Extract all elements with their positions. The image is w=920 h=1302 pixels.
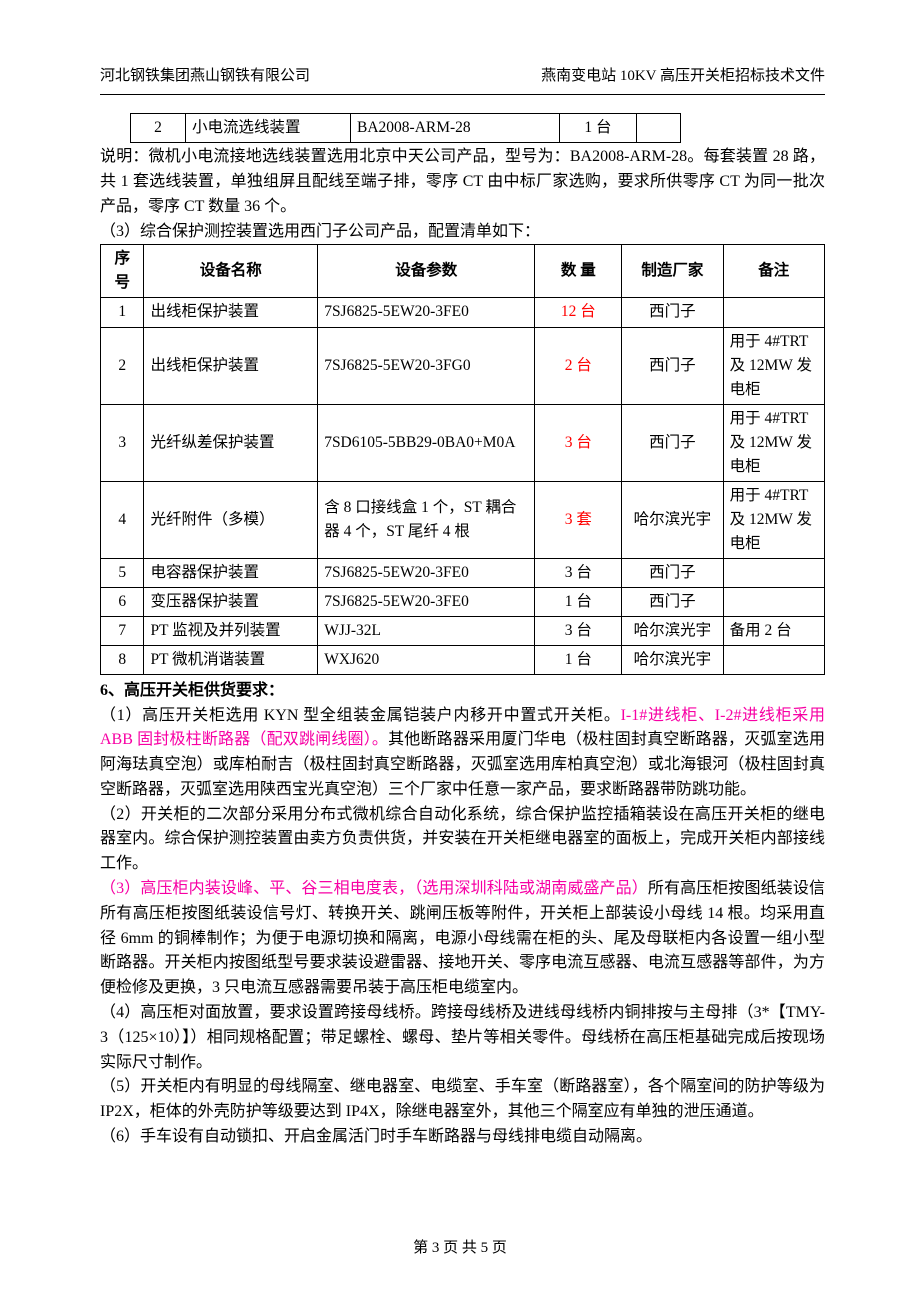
table-small-current: 2 小电流选线装置 BA2008-ARM-28 1 台: [130, 113, 681, 143]
table-row: 1出线柜保护装置7SJ6825-5EW20-3FE012 台西门子: [101, 298, 825, 327]
cell-param: WJJ-32L: [318, 616, 535, 645]
cell-maker: 哈尔滨光宇: [622, 481, 723, 558]
cell-name: 变压器保护装置: [144, 587, 318, 616]
th-qty: 数 量: [535, 245, 622, 298]
cell-qty: 12 台: [535, 298, 622, 327]
table-header-row: 序号 设备名称 设备参数 数 量 制造厂家 备注: [101, 245, 825, 298]
cell-maker: 哈尔滨光宇: [622, 616, 723, 645]
cell-qty: 1 台: [535, 587, 622, 616]
table-row: 4光纤附件（多模）含 8 口接线盒 1 个，ST 耦合器 4 个，ST 尾纤 4…: [101, 481, 825, 558]
page-container: 河北钢铁集团燕山钢铁有限公司 燕南变电站 10KV 高压开关柜招标技术文件 2 …: [0, 0, 920, 1302]
cell-note: [723, 587, 824, 616]
cell-no: 6: [101, 587, 144, 616]
cell-no: 2: [131, 114, 186, 143]
cell-name: PT 微机消谐装置: [144, 645, 318, 674]
cell-note: [723, 558, 824, 587]
cell-qty: 1 台: [560, 114, 637, 143]
cell-qty: 1 台: [535, 645, 622, 674]
cell-param: WXJ620: [318, 645, 535, 674]
para-6-1: （1）高压开关柜选用 KYN 型全组装金属铠装户内移开中置式开关柜。I-1#进线…: [100, 704, 825, 803]
cell-param: 7SJ6825-5EW20-3FE0: [318, 298, 535, 327]
cell-maker: 西门子: [622, 404, 723, 481]
para-6-3: （3）高压柜内装设峰、平、谷三相电度表，（选用深圳科陆或湖南威盛产品）所有高压柜…: [100, 877, 825, 1001]
para-6-6: （6）手车设有自动锁扣、开启金属活门时手车断路器与母线排电缆自动隔离。: [100, 1125, 825, 1150]
cell-maker: 西门子: [622, 298, 723, 327]
p6-1-a: （1）高压开关柜选用 KYN 型全组装金属铠装户内移开中置式开关柜。: [100, 707, 621, 724]
cell-maker: 西门子: [622, 558, 723, 587]
cell-note: [723, 645, 824, 674]
cell-param: 7SD6105-5BB29-0BA0+M0A: [318, 404, 535, 481]
para-6-2: （2）开关柜的二次部分采用分布式微机综合自动化系统，综合保护监控插箱装设在高压开…: [100, 803, 825, 877]
table-protection-devices: 序号 设备名称 设备参数 数 量 制造厂家 备注 1出线柜保护装置7SJ6825…: [100, 244, 825, 674]
cell-name: 小电流选线装置: [186, 114, 351, 143]
explain-paragraph: 说明：微机小电流接地选线装置选用北京中天公司产品，型号为：BA2008-ARM-…: [100, 145, 825, 219]
table-row: 2 小电流选线装置 BA2008-ARM-28 1 台: [131, 114, 681, 143]
th-name: 设备名称: [144, 245, 318, 298]
cell-maker: 西门子: [622, 587, 723, 616]
header-left: 河北钢铁集团燕山钢铁有限公司: [100, 65, 310, 88]
th-param: 设备参数: [318, 245, 535, 298]
cell-note: 用于 4#TRT及 12MW 发电柜: [723, 481, 824, 558]
cell-maker: 西门子: [622, 327, 723, 404]
table-row: 2出线柜保护装置7SJ6825-5EW20-3FG02 台西门子用于 4#TRT…: [101, 327, 825, 404]
table-row: 3光纤纵差保护装置7SD6105-5BB29-0BA0+M0A3 台西门子用于 …: [101, 404, 825, 481]
cell-no: 3: [101, 404, 144, 481]
section6-title: 6、高压开关柜供货要求：: [100, 679, 825, 704]
cell-maker: 哈尔滨光宇: [622, 645, 723, 674]
cell-name: PT 监视及并列装置: [144, 616, 318, 645]
cell-note: [723, 298, 824, 327]
cell-note: [637, 114, 681, 143]
th-note: 备注: [723, 245, 824, 298]
cell-no: 1: [101, 298, 144, 327]
cell-param: 含 8 口接线盒 1 个，ST 耦合器 4 个，ST 尾纤 4 根: [318, 481, 535, 558]
table-row: 5电容器保护装置7SJ6825-5EW20-3FE03 台西门子: [101, 558, 825, 587]
cell-qty: 3 台: [535, 404, 622, 481]
p6-3-pink: （3）高压柜内装设峰、平、谷三相电度表，（选用深圳科陆或湖南威盛产品）: [100, 880, 648, 897]
cell-param: 7SJ6825-5EW20-3FE0: [318, 558, 535, 587]
para-6-5: （5）开关柜内有明显的母线隔室、继电器室、电缆室、手车室（断路器室），各个隔室间…: [100, 1075, 825, 1125]
th-maker: 制造厂家: [622, 245, 723, 298]
cell-name: 电容器保护装置: [144, 558, 318, 587]
cell-param: 7SJ6825-5EW20-3FG0: [318, 327, 535, 404]
para-6-4: （4）高压柜对面放置，要求设置跨接母线桥。跨接母线桥及进线母线桥内铜排按与主母排…: [100, 1001, 825, 1075]
th-no: 序号: [101, 245, 144, 298]
cell-no: 2: [101, 327, 144, 404]
cell-model: BA2008-ARM-28: [351, 114, 560, 143]
page-footer: 第 3 页 共 5 页: [0, 1237, 920, 1260]
cell-no: 5: [101, 558, 144, 587]
cell-qty: 3 套: [535, 481, 622, 558]
cell-param: 7SJ6825-5EW20-3FE0: [318, 587, 535, 616]
cell-name: 光纤附件（多模）: [144, 481, 318, 558]
cell-qty: 3 台: [535, 558, 622, 587]
page-header: 河北钢铁集团燕山钢铁有限公司 燕南变电站 10KV 高压开关柜招标技术文件: [100, 65, 825, 88]
table-row: 7PT 监视及并列装置WJJ-32L3 台哈尔滨光宇备用 2 台: [101, 616, 825, 645]
point3-paragraph: （3）综合保护测控装置选用西门子公司产品，配置清单如下：: [100, 220, 825, 245]
cell-note: 用于 4#TRT及 12MW 发电柜: [723, 404, 824, 481]
cell-no: 4: [101, 481, 144, 558]
table-row: 6变压器保护装置7SJ6825-5EW20-3FE01 台西门子: [101, 587, 825, 616]
header-rule: [100, 94, 825, 95]
table-row: 8PT 微机消谐装置WXJ6201 台哈尔滨光宇: [101, 645, 825, 674]
cell-qty: 3 台: [535, 616, 622, 645]
cell-no: 8: [101, 645, 144, 674]
cell-note: 备用 2 台: [723, 616, 824, 645]
cell-name: 光纤纵差保护装置: [144, 404, 318, 481]
cell-note: 用于 4#TRT及 12MW 发电柜: [723, 327, 824, 404]
header-right: 燕南变电站 10KV 高压开关柜招标技术文件: [541, 65, 825, 88]
cell-qty: 2 台: [535, 327, 622, 404]
cell-no: 7: [101, 616, 144, 645]
p6-3-b: 所有高压柜按图纸装设信所有高压柜按图纸装设信号灯、转换开关、跳闸压板等附件，开关…: [100, 880, 825, 996]
cell-name: 出线柜保护装置: [144, 327, 318, 404]
cell-name: 出线柜保护装置: [144, 298, 318, 327]
